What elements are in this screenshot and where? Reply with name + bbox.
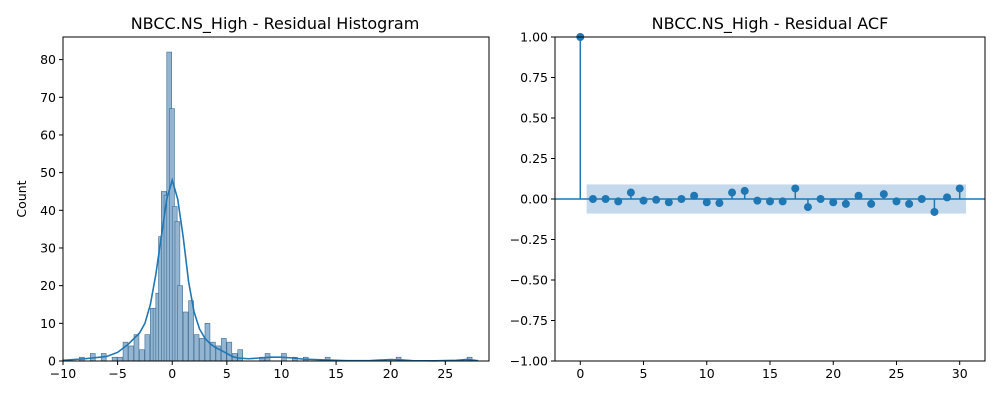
acf-point xyxy=(905,199,914,208)
histogram-bar xyxy=(237,349,243,362)
histogram-bar xyxy=(182,311,189,362)
acf-point xyxy=(728,188,737,197)
y-tick-label: 30 xyxy=(40,240,56,255)
acf-point xyxy=(841,199,850,208)
y-tick-label: 80 xyxy=(40,52,56,67)
acf-title: NBCC.NS_High - Residual ACF xyxy=(652,14,889,34)
x-tick-label: 20 xyxy=(383,366,399,381)
acf-y-ticks: −1.00 −0.75 −0.50 −0.25 0.00 0.25 0.50 0.75 1.00 xyxy=(510,30,555,369)
acf-point xyxy=(639,196,648,205)
acf-point xyxy=(740,186,749,195)
acf-point xyxy=(601,195,610,203)
y-tick-label: 0.00 xyxy=(520,192,548,207)
y-tick-label: −1.00 xyxy=(510,354,548,369)
acf-point xyxy=(917,195,926,203)
y-tick-label: 0 xyxy=(48,354,56,369)
acf-point xyxy=(930,207,939,216)
y-tick-label: −0.50 xyxy=(510,273,548,288)
x-tick-label: −10 xyxy=(50,366,76,381)
acf-point xyxy=(753,196,762,205)
y-tick-label: 0.75 xyxy=(520,70,548,85)
histogram-bars xyxy=(79,51,473,362)
histogram-y-ticks: 0 10 20 30 40 50 60 70 80 xyxy=(40,52,63,369)
x-tick-label: 0 xyxy=(576,366,584,381)
acf-point xyxy=(943,193,952,202)
acf-point xyxy=(626,188,635,197)
histogram-bar xyxy=(221,338,227,362)
x-tick-label: 25 xyxy=(437,366,453,381)
x-tick-label: 10 xyxy=(274,366,290,381)
acf-point xyxy=(614,197,623,206)
histogram-bar xyxy=(188,300,194,362)
kde-curve xyxy=(62,177,479,362)
y-tick-label: 20 xyxy=(40,278,56,293)
histogram-bar xyxy=(128,345,134,362)
x-tick-label: 30 xyxy=(952,366,968,381)
x-tick-label: −5 xyxy=(108,366,126,381)
histogram-bar xyxy=(193,334,200,362)
x-tick-label: 5 xyxy=(640,366,648,381)
y-tick-label: 70 xyxy=(40,90,56,105)
histogram-panel: NBCC.NS_High - Residual Histogram −10 −5 0… xyxy=(14,14,490,381)
histogram-bar xyxy=(111,356,118,362)
histogram-y-axis-label: Count xyxy=(14,180,29,217)
histogram-bar xyxy=(177,285,183,362)
x-tick-label: 10 xyxy=(699,366,715,381)
y-tick-label: 40 xyxy=(40,203,56,218)
acf-point xyxy=(867,199,876,208)
histogram-bar xyxy=(199,338,205,362)
acf-point xyxy=(715,199,724,208)
acf-point xyxy=(677,195,686,203)
x-tick-label: 0 xyxy=(168,366,176,381)
acf-point xyxy=(816,195,825,203)
x-tick-label: 15 xyxy=(762,366,778,381)
acf-point xyxy=(879,190,888,199)
acf-point xyxy=(766,197,774,206)
acf-point xyxy=(778,197,787,206)
acf-point xyxy=(854,191,863,200)
y-tick-label: 0.50 xyxy=(520,111,548,126)
acf-panel: NBCC.NS_High - Residual ACF 0 5 10 15 20 25 30… xyxy=(510,14,986,381)
y-tick-label: 0.25 xyxy=(520,151,548,166)
histogram-bar xyxy=(226,341,233,362)
acf-point xyxy=(791,184,800,193)
y-tick-label: 50 xyxy=(40,165,56,180)
acf-point xyxy=(702,198,711,207)
y-tick-label: −0.75 xyxy=(510,313,548,328)
acf-point xyxy=(955,184,964,193)
x-tick-label: 15 xyxy=(328,366,344,381)
acf-point xyxy=(803,203,812,212)
y-tick-label: 60 xyxy=(40,127,56,142)
y-tick-label: 1.00 xyxy=(520,30,548,45)
x-tick-label: 20 xyxy=(825,366,841,381)
x-tick-label: 5 xyxy=(223,366,231,381)
histogram-bar xyxy=(144,334,151,362)
y-tick-label: 10 xyxy=(40,316,56,331)
histogram-axes-frame xyxy=(62,36,490,362)
acf-point xyxy=(690,191,699,200)
acf-point xyxy=(892,197,901,206)
acf-point xyxy=(664,198,673,207)
acf-point xyxy=(652,195,661,204)
histogram-bar xyxy=(117,356,123,362)
histogram-title: NBCC.NS_High - Residual Histogram xyxy=(131,14,420,34)
acf-stems xyxy=(576,33,964,216)
histogram-x-ticks: −10 −5 0 5 10 15 20 25 xyxy=(50,361,453,381)
histogram-bar xyxy=(139,349,145,362)
acf-x-ticks: 0 5 10 15 20 25 30 xyxy=(576,361,968,381)
y-tick-label: −0.25 xyxy=(510,232,548,247)
x-tick-label: 25 xyxy=(889,366,905,381)
acf-point xyxy=(829,198,838,207)
acf-point xyxy=(588,195,597,203)
